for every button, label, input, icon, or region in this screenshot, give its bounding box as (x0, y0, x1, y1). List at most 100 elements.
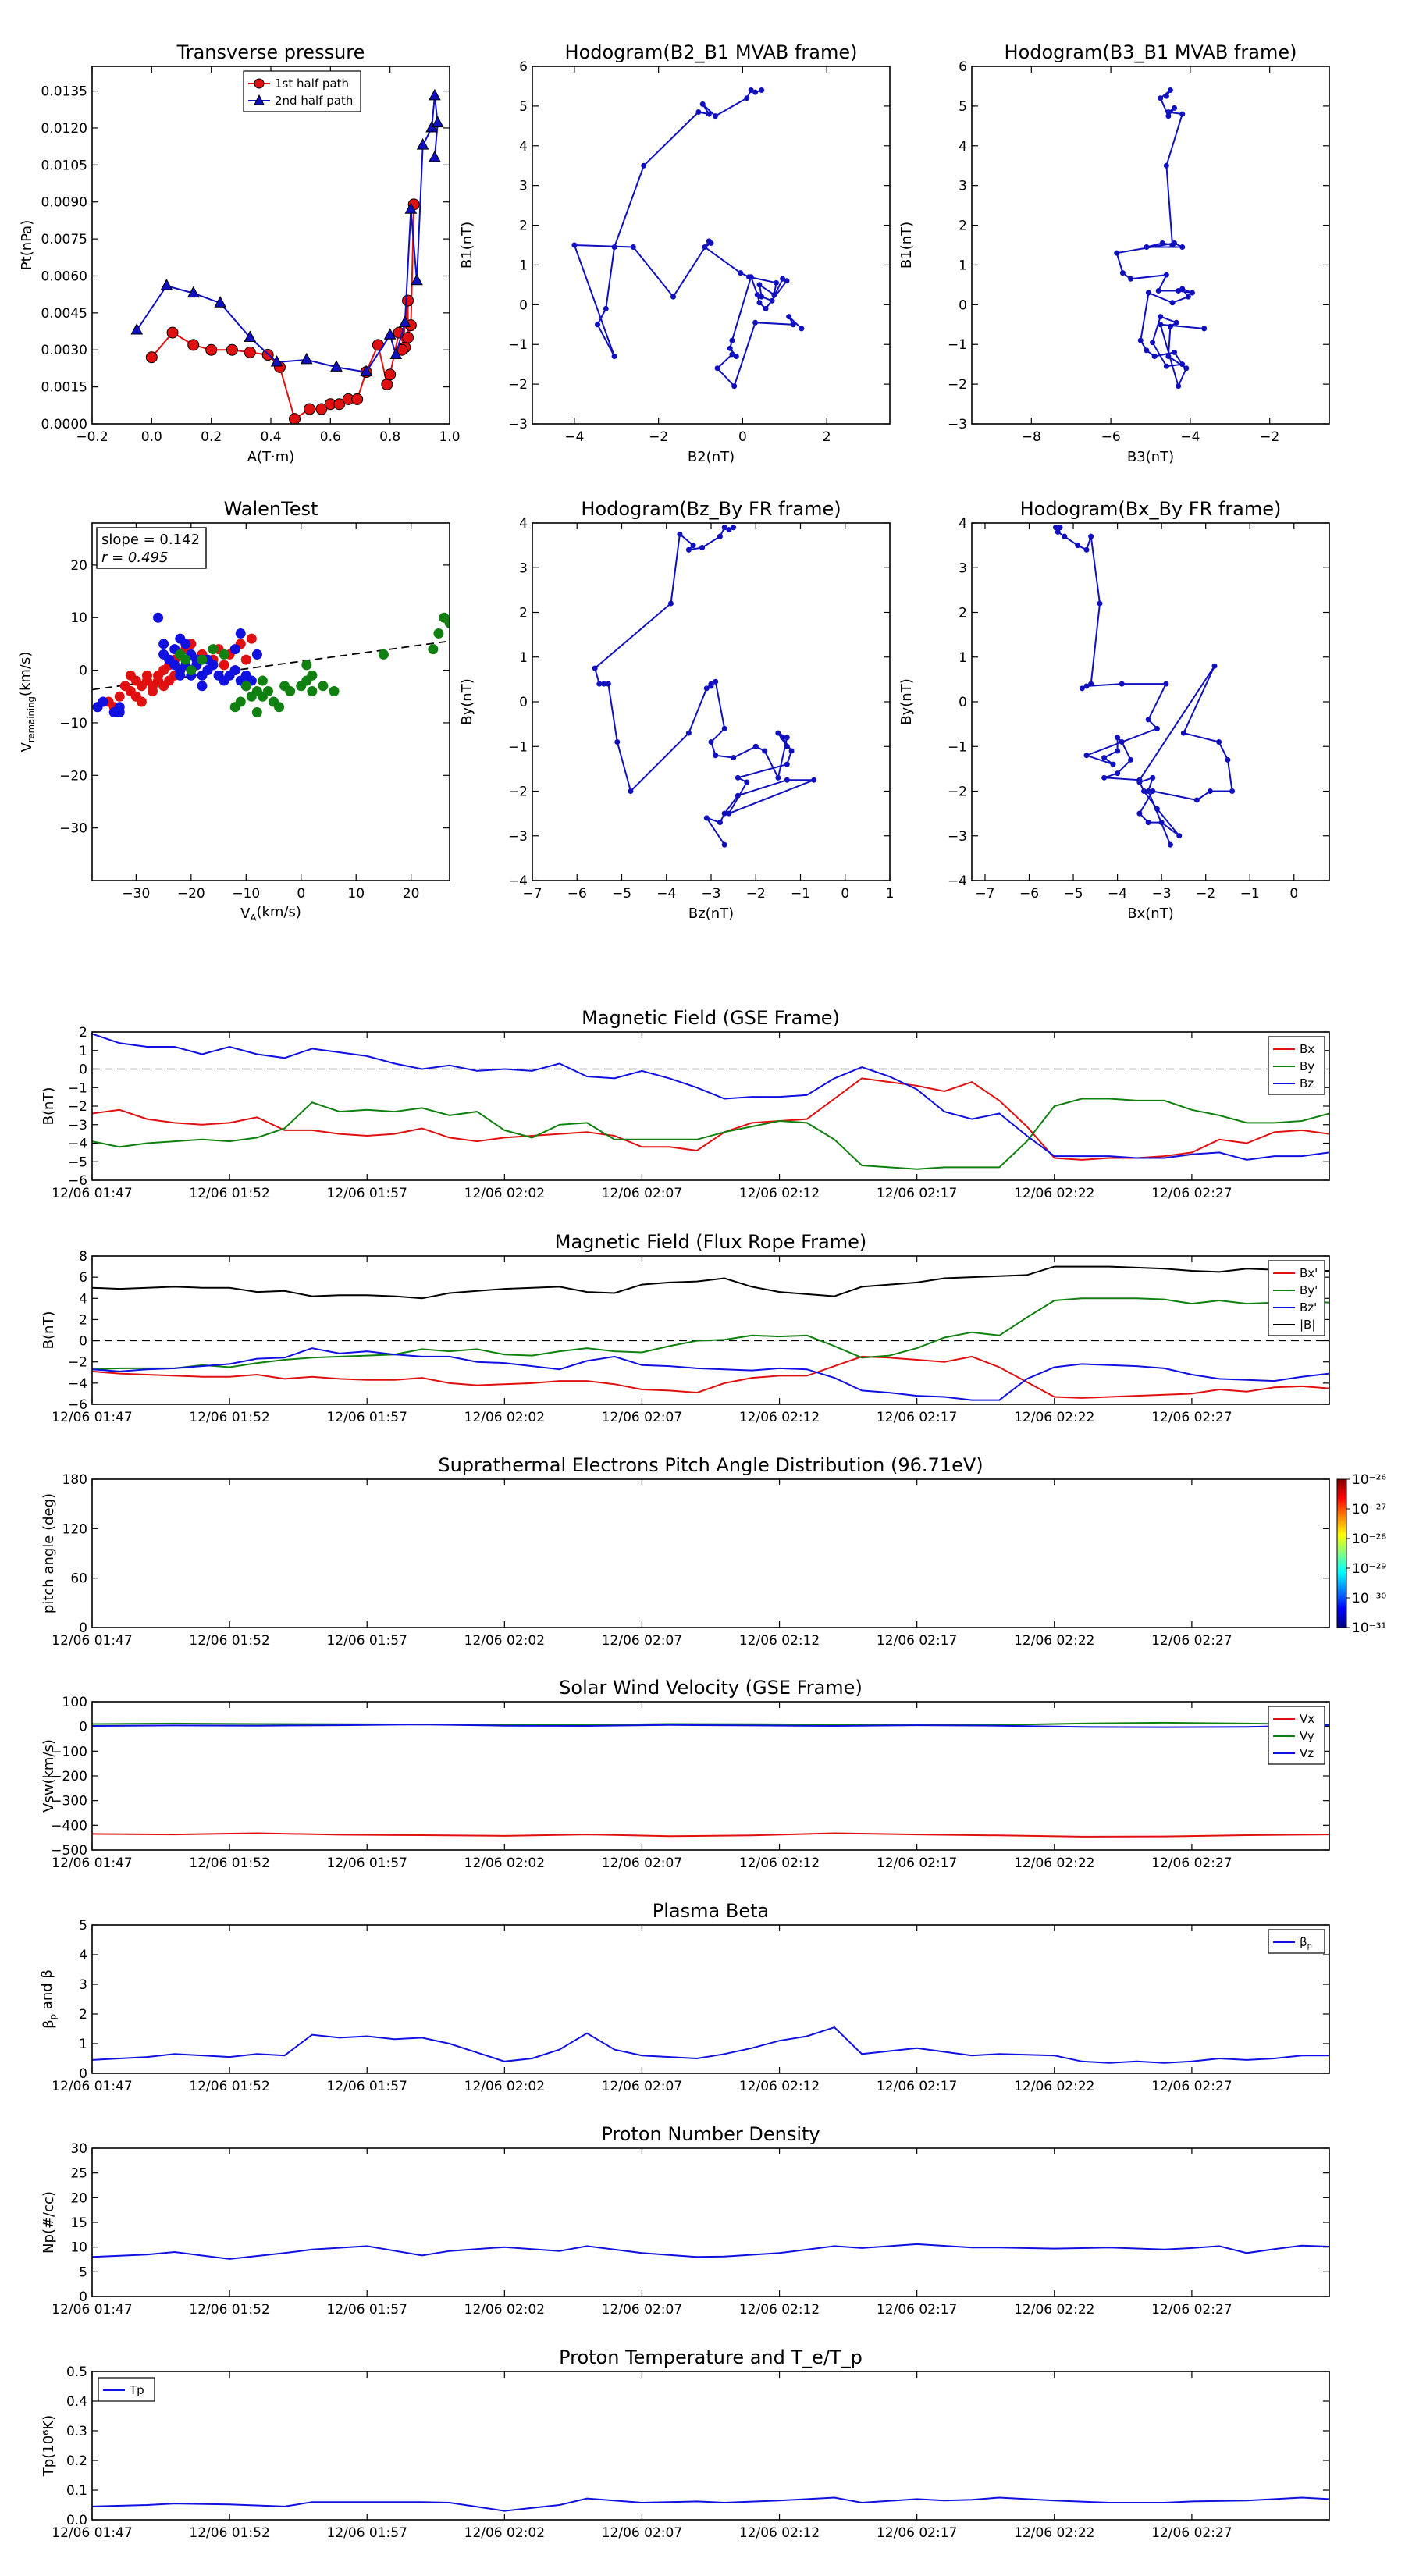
data-point (398, 315, 411, 327)
x-tick-label: 12/06 02:17 (877, 1410, 957, 1425)
data-point (630, 244, 636, 251)
scatter-point (257, 675, 268, 686)
data-point (431, 116, 444, 128)
chart-title: Hodogram(B3_B1 MVAB frame) (1005, 41, 1297, 63)
y-tick-label: 0.0000 (41, 417, 87, 432)
scatter-point (428, 644, 439, 655)
x-tick-label: 12/06 02:12 (739, 1410, 820, 1425)
x-tick-label: −5 (1064, 886, 1083, 902)
data-point (759, 87, 765, 94)
data-point (1101, 755, 1108, 761)
x-tick-label: 12/06 02:22 (1014, 1856, 1094, 1871)
y-tick-label: 0.0030 (41, 343, 87, 358)
x-tick-label: 12/06 02:02 (464, 2302, 545, 2318)
y-tick-label: 2 (519, 606, 528, 621)
x-tick-label: 12/06 02:12 (739, 2079, 820, 2094)
data-point (244, 330, 257, 342)
data-point (244, 346, 256, 358)
data-point (713, 753, 719, 759)
y-tick-label: 6 (79, 1270, 87, 1286)
chart-tp: Transverse pressure −0.2 0.0 0.2 0.4 0.6 0.8 1.… (19, 41, 461, 465)
x-tick-label: 0 (738, 429, 747, 445)
data-point (667, 600, 674, 607)
chart-title: Proton Number Density (601, 2123, 820, 2145)
y-tick-label: 0.3 (66, 2424, 87, 2439)
data-point (774, 279, 780, 286)
y-axis-label: B(nT) (41, 1311, 57, 1350)
data-point (571, 242, 578, 248)
data-point (383, 328, 397, 340)
data-point (1172, 105, 1178, 111)
x-tick-label: 12/06 02:02 (464, 1856, 545, 1871)
data-point (759, 294, 765, 300)
data-point (690, 543, 696, 549)
data-point (1114, 250, 1120, 256)
legend-entry: Vz (1300, 1746, 1314, 1760)
data-point (360, 365, 372, 377)
data-point (1158, 322, 1164, 328)
legend: Bx By Bz (1268, 1036, 1325, 1095)
y-axis-label: Pt(nPa) (19, 220, 35, 270)
colorbar-label: 10⁻²⁶ (1352, 1472, 1386, 1488)
x-tick-label: 12/06 02:22 (1014, 2302, 1094, 2318)
data-point (784, 761, 790, 767)
data-point (1101, 774, 1108, 781)
y-tick-label: −4 (508, 873, 528, 889)
data-point (270, 354, 283, 367)
x-tick-label: 12/06 01:47 (52, 2079, 132, 2094)
x-tick-label: 12/06 01:52 (189, 1186, 269, 1201)
x-tick-label: 0.6 (320, 429, 341, 445)
y-axis-label: Vsw(km/s) (41, 1739, 57, 1813)
series-line (1115, 89, 1204, 389)
data-point (1136, 810, 1143, 817)
series-line-Bx' (92, 1355, 1329, 1399)
data-point (1128, 276, 1134, 282)
data-point (205, 343, 218, 356)
data-point (1211, 663, 1218, 669)
y-tick-label: 1 (959, 258, 967, 273)
data-point (226, 343, 238, 356)
data-point (1179, 244, 1186, 251)
x-tick-label: −6 (567, 886, 587, 902)
y-tick-label: 4 (959, 516, 967, 532)
data-point (1172, 240, 1178, 246)
x-tick-label: 12/06 02:27 (1151, 2525, 1232, 2541)
y-tick-label: 120 (62, 1521, 87, 1537)
data-point (130, 322, 144, 335)
data-point (402, 331, 414, 343)
data-point (708, 240, 714, 246)
y-tick-label: 8 (79, 1249, 87, 1265)
data-point (611, 244, 617, 251)
y-tick-label: 0.0135 (41, 84, 87, 100)
data-point (699, 544, 706, 550)
scatter-point (251, 706, 262, 717)
x-tick-label: −4 (1108, 886, 1127, 902)
scatter-point (251, 649, 262, 660)
x-tick-label: −10 (232, 886, 260, 902)
y-tick-label: 0.0015 (41, 380, 87, 396)
x-tick-label: 12/06 01:47 (52, 2302, 132, 2318)
legend: βp (1268, 1929, 1325, 1954)
y-tick-label: 3 (959, 179, 967, 194)
x-tick-label: −30 (122, 886, 150, 902)
x-tick-label: 12/06 02:22 (1014, 1410, 1094, 1425)
data-point (754, 292, 760, 298)
chart-hzy: Hodogram(Bz_By FR frame) −7 −6 −5 −4 −3 −2 −1 0 1… (459, 498, 894, 922)
y-axis-label: By(nT) (898, 678, 915, 724)
data-point (1083, 753, 1090, 759)
x-tick-label: −2 (649, 429, 668, 445)
data-point (1163, 681, 1169, 687)
y-tick-label: 3 (959, 560, 967, 576)
x-tick-label: 12/06 02:27 (1151, 1186, 1232, 1201)
data-point (611, 353, 617, 359)
chart-title: Solar Wind Velocity (GSE Frame) (559, 1677, 863, 1699)
data-point (1115, 770, 1121, 777)
data-point (389, 347, 403, 360)
legend-entry: βp (1300, 1935, 1312, 1951)
scatter-point (240, 654, 251, 665)
data-point (790, 322, 796, 328)
x-tick-label: 12/06 02:27 (1151, 1633, 1232, 1649)
data-point (1083, 546, 1090, 553)
data-point (429, 150, 441, 162)
